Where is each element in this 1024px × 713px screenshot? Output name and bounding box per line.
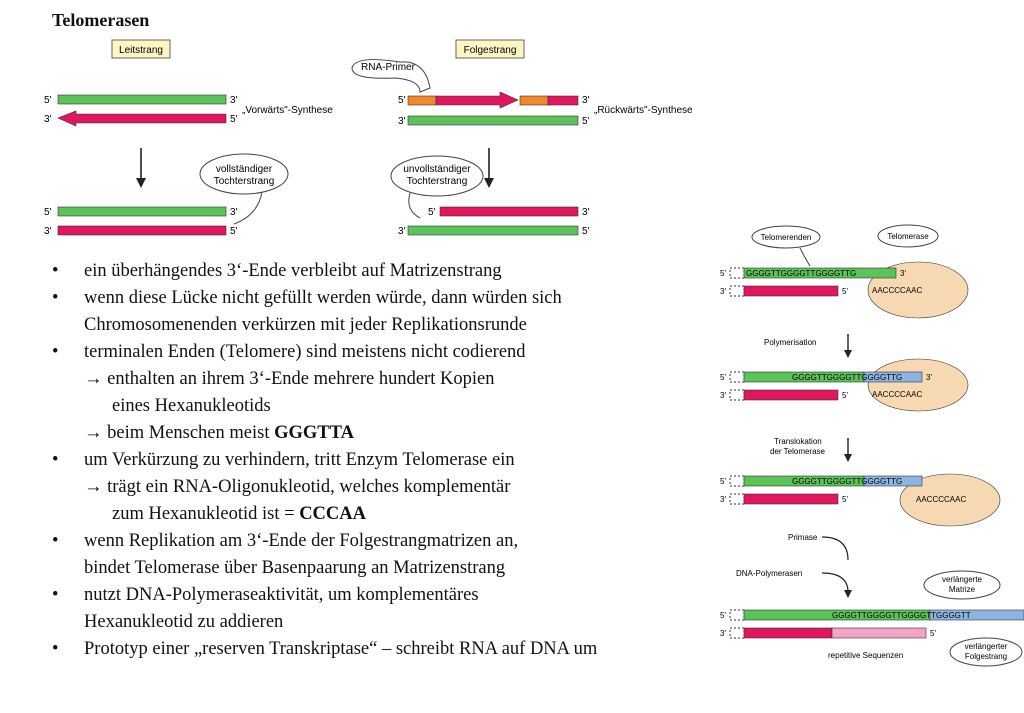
label-3prime: 3' xyxy=(398,226,406,237)
telomerase-bubble xyxy=(877,224,939,248)
list-item: • wenn Replikation am 3‘-Ende der Folges… xyxy=(52,531,519,578)
svg-text:5': 5' xyxy=(842,287,848,296)
dna-polymerasen-label: DNA-Polymerasen xyxy=(736,569,802,578)
down-arrow-head xyxy=(136,178,146,188)
svg-text:5': 5' xyxy=(930,629,936,638)
label-5prime: 5' xyxy=(398,95,406,106)
svg-text:5': 5' xyxy=(720,611,726,620)
label-5prime: 5' xyxy=(582,226,590,237)
rna-primer-label: RNA-Primer xyxy=(361,62,416,73)
label-5prime: 5' xyxy=(582,116,590,127)
svg-text:5': 5' xyxy=(720,477,726,486)
svg-text:3': 3' xyxy=(720,629,726,638)
primase-label: Primase xyxy=(788,533,818,542)
green-strand xyxy=(407,225,579,236)
magenta-fragment xyxy=(435,91,519,109)
svg-text:AACCCCAAC: AACCCCAAC xyxy=(872,390,922,399)
page-title: Telomerasen xyxy=(52,10,150,30)
leitstrang-box xyxy=(111,39,171,59)
leitstrang-label: Leitstrang xyxy=(119,45,163,56)
list-item: • nutzt DNA-Polymeraseaktivität, um komp… xyxy=(52,585,479,632)
rna-primer-bubble xyxy=(351,59,431,93)
green-strand xyxy=(407,115,579,126)
label-3prime: 3' xyxy=(230,207,238,218)
bubble-tail xyxy=(408,192,421,219)
repetitive-label: repetitive Sequenzen xyxy=(828,651,903,660)
folgestrang-box xyxy=(455,39,525,59)
list-item: • wenn diese Lücke nicht gefüllt werden … xyxy=(52,288,562,335)
svg-text:verlängerte: verlängerte xyxy=(942,575,983,584)
vollstaendig-label: Tochterstrang xyxy=(214,176,275,187)
svg-text:Matrize: Matrize xyxy=(949,585,976,594)
label-5prime: 5' xyxy=(44,207,52,218)
label-5prime: 5' xyxy=(230,114,238,125)
unvollstaendig-label: unvollständiger xyxy=(403,164,471,175)
verl-folge-bubble xyxy=(949,637,1023,667)
label-5prime: 5' xyxy=(230,226,238,237)
label-5prime: 5' xyxy=(428,207,436,218)
translokation-label: der Telomerase xyxy=(770,447,826,456)
arrow-icon: → xyxy=(84,423,103,443)
magenta-fragment xyxy=(547,95,579,106)
template-stage1: AACCCCAAC xyxy=(872,286,922,295)
magenta-strand xyxy=(439,206,579,217)
label-3prime: 3' xyxy=(398,116,406,127)
list-item: • um Verkürzung zu verhindern, tritt Enz… xyxy=(52,450,515,524)
svg-text:3': 3' xyxy=(720,391,726,400)
sequence-stage2: GGGGTTGGGGTTGGGGTTG xyxy=(792,373,902,382)
telomerenden-label: Telomerenden xyxy=(761,233,812,242)
list-item: • terminalen Enden (Telomere) sind meist… xyxy=(52,342,526,443)
svg-text:5': 5' xyxy=(720,269,726,278)
green-strand xyxy=(57,206,227,217)
sequence-stage4: GGGGTTGGGGTTGGGGTTGGGGTT xyxy=(832,611,971,620)
bubble-tail xyxy=(233,191,263,225)
bullet-list: • ein überhängendes 3‘-Ende verbleibt au… xyxy=(40,258,700,663)
sequence-stage1: GGGGTTGGGGTTGGGGTTG xyxy=(746,269,856,278)
label-3prime: 3' xyxy=(44,114,52,125)
label-3prime: 3' xyxy=(582,95,590,106)
folgestrang-label: Folgestrang xyxy=(464,45,517,56)
list-item: • ein überhängendes 3‘-Ende verbleibt au… xyxy=(52,261,502,281)
vollstaendig-bubble xyxy=(199,153,289,195)
telomerase-label: Telomerase xyxy=(887,232,929,241)
verl-matrize-bubble xyxy=(923,570,1001,600)
svg-text:3': 3' xyxy=(720,495,726,504)
green-strand xyxy=(57,94,227,105)
translokation-label: Translokation xyxy=(774,437,822,446)
arrow-icon: → xyxy=(84,477,103,497)
unvollstaendig-label: Tochterstrang xyxy=(407,176,468,187)
svg-text:3': 3' xyxy=(900,269,906,278)
rueckwaerts-label: „Rückwärts"-Synthese xyxy=(594,105,693,116)
svg-text:AACCCCAAC: AACCCCAAC xyxy=(916,495,966,504)
label-3prime: 3' xyxy=(230,95,238,106)
svg-text:3': 3' xyxy=(720,287,726,296)
magenta-strand xyxy=(57,225,227,236)
unvollstaendig-bubble xyxy=(390,155,484,197)
label-5prime: 5' xyxy=(44,95,52,106)
down-arrow-head xyxy=(484,178,494,188)
svg-text:GGGGTTGGGGTTGGGGTTG: GGGGTTGGGGTTGGGGTTG xyxy=(792,477,902,486)
svg-text:5': 5' xyxy=(842,495,848,504)
magenta-arrow-strand xyxy=(57,110,227,127)
vollstaendig-label: vollständiger xyxy=(216,164,273,175)
svg-text:verlängerter: verlängerter xyxy=(965,642,1008,651)
svg-text:3': 3' xyxy=(926,373,932,382)
svg-text:5': 5' xyxy=(720,373,726,382)
polymerisation-label: Polymerisation xyxy=(764,338,816,347)
svg-text:Folgestrang: Folgestrang xyxy=(965,652,1007,661)
list-item: • Prototyp einer „reserven Transkriptase… xyxy=(52,639,598,659)
label-3prime: 3' xyxy=(582,207,590,218)
label-3prime: 3' xyxy=(44,226,52,237)
arrow-icon: → xyxy=(84,369,103,389)
telomerenden-bubble xyxy=(751,225,821,249)
svg-text:5': 5' xyxy=(842,391,848,400)
vorwaerts-label: „Vorwärts"-Synthese xyxy=(242,105,333,116)
